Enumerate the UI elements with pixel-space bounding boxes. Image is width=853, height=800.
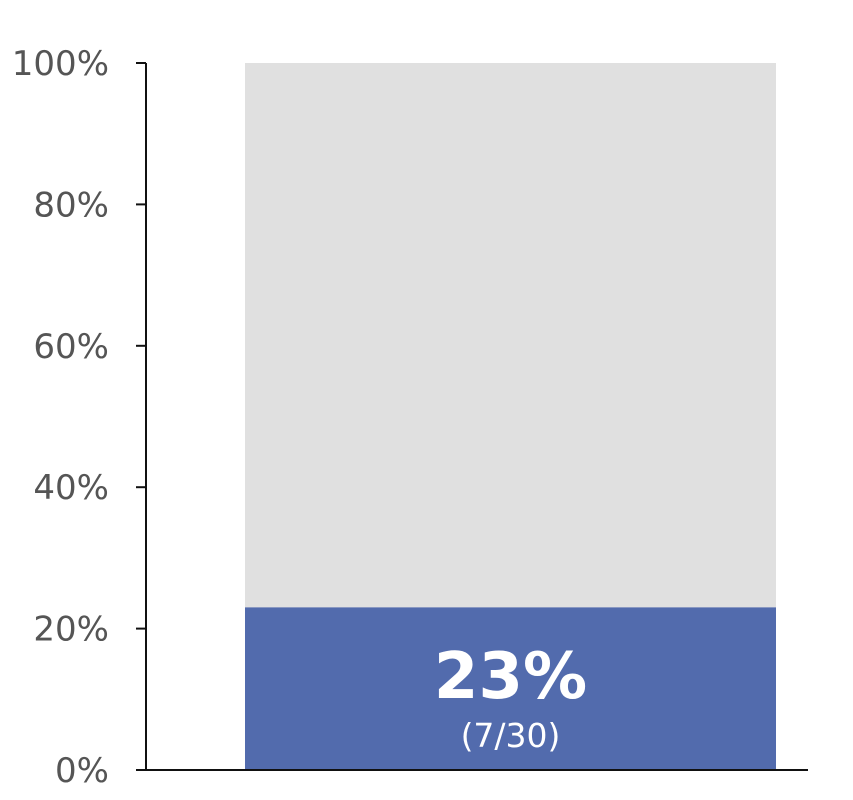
y-tick-label-60: 60% <box>33 327 109 367</box>
y-axis-tick-labels: 0% 20% 40% 60% 80% 100% <box>12 44 109 791</box>
bar-count-label: (7/30) <box>461 716 561 755</box>
y-tick-label-80: 80% <box>33 185 109 225</box>
y-tick-label-100: 100% <box>12 44 109 84</box>
y-tick-label-20: 20% <box>33 610 109 650</box>
bar-percent-label: 23% <box>434 640 587 714</box>
y-tick-label-40: 40% <box>33 468 109 508</box>
bar-filled-segment <box>245 607 776 770</box>
y-axis-ticks <box>136 62 146 771</box>
y-tick-label-0: 0% <box>55 751 109 791</box>
